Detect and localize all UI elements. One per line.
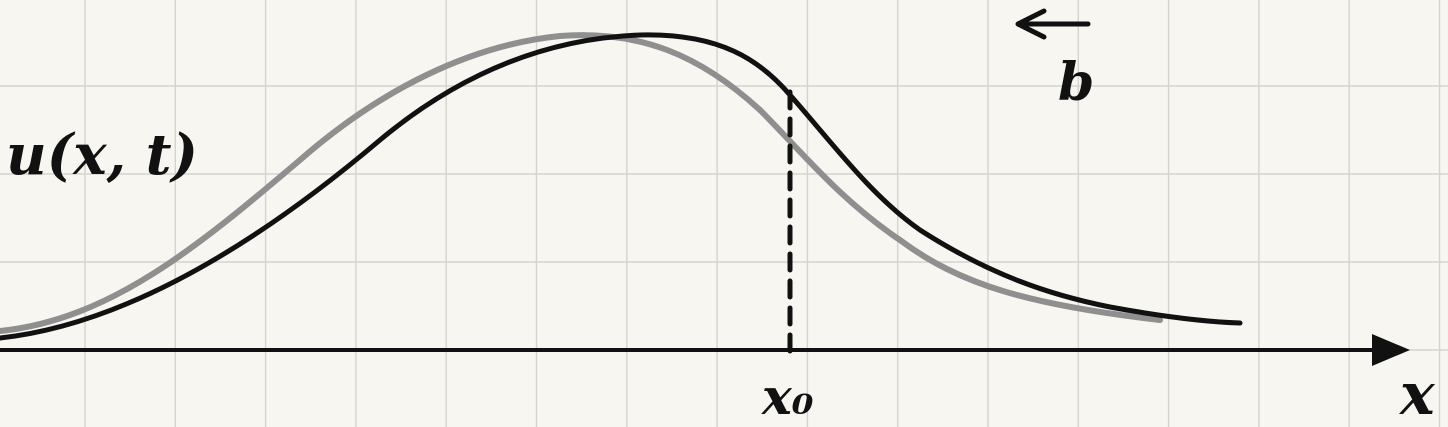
x-axis-arrowhead — [1372, 334, 1410, 366]
left-arrow-icon — [1015, 8, 1091, 40]
function-label: u(x, t) — [6, 122, 198, 188]
direction-label: b — [1058, 52, 1094, 113]
current-profile-curve — [0, 32, 1243, 341]
axis-label: x — [1398, 360, 1436, 427]
point-label: x₀ — [761, 367, 814, 426]
shifted-profile-curve — [0, 32, 1163, 334]
